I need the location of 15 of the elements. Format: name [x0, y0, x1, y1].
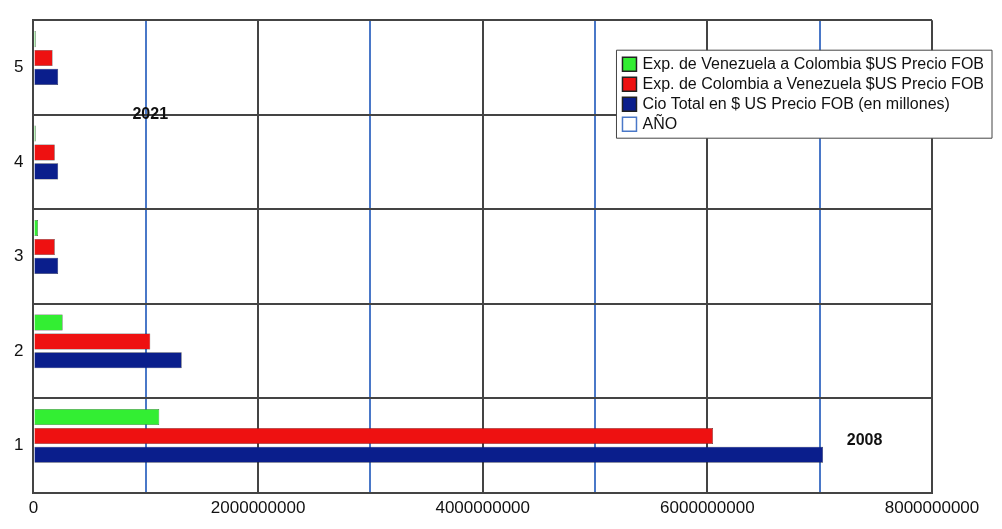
- x-tick-label: 8000000000: [884, 498, 980, 518]
- x-tick-label: 0: [28, 498, 39, 518]
- legend-label: Exp. de Venezuela a Colombia $US Precio FOB: [642, 54, 984, 72]
- x-tick-label: 4000000000: [435, 498, 530, 518]
- legend-label: Cio Total en $ US Precio FOB (en millones): [642, 94, 950, 112]
- y-tick-label: 2: [13, 340, 24, 360]
- legend-label: Exp. de Colombia a Venezuela $US Precio FOB: [642, 74, 984, 92]
- y-tick-label: 5: [13, 57, 24, 77]
- annotation: 2008: [846, 431, 883, 449]
- y-tick-label: 1: [13, 435, 24, 455]
- legend-label: AÑO: [642, 112, 678, 132]
- y-tick-label: 3: [13, 246, 24, 266]
- y-tick-label: 4: [13, 151, 24, 171]
- x-tick-label: 6000000000: [660, 498, 755, 518]
- x-tick-label: 2000000000: [210, 498, 306, 518]
